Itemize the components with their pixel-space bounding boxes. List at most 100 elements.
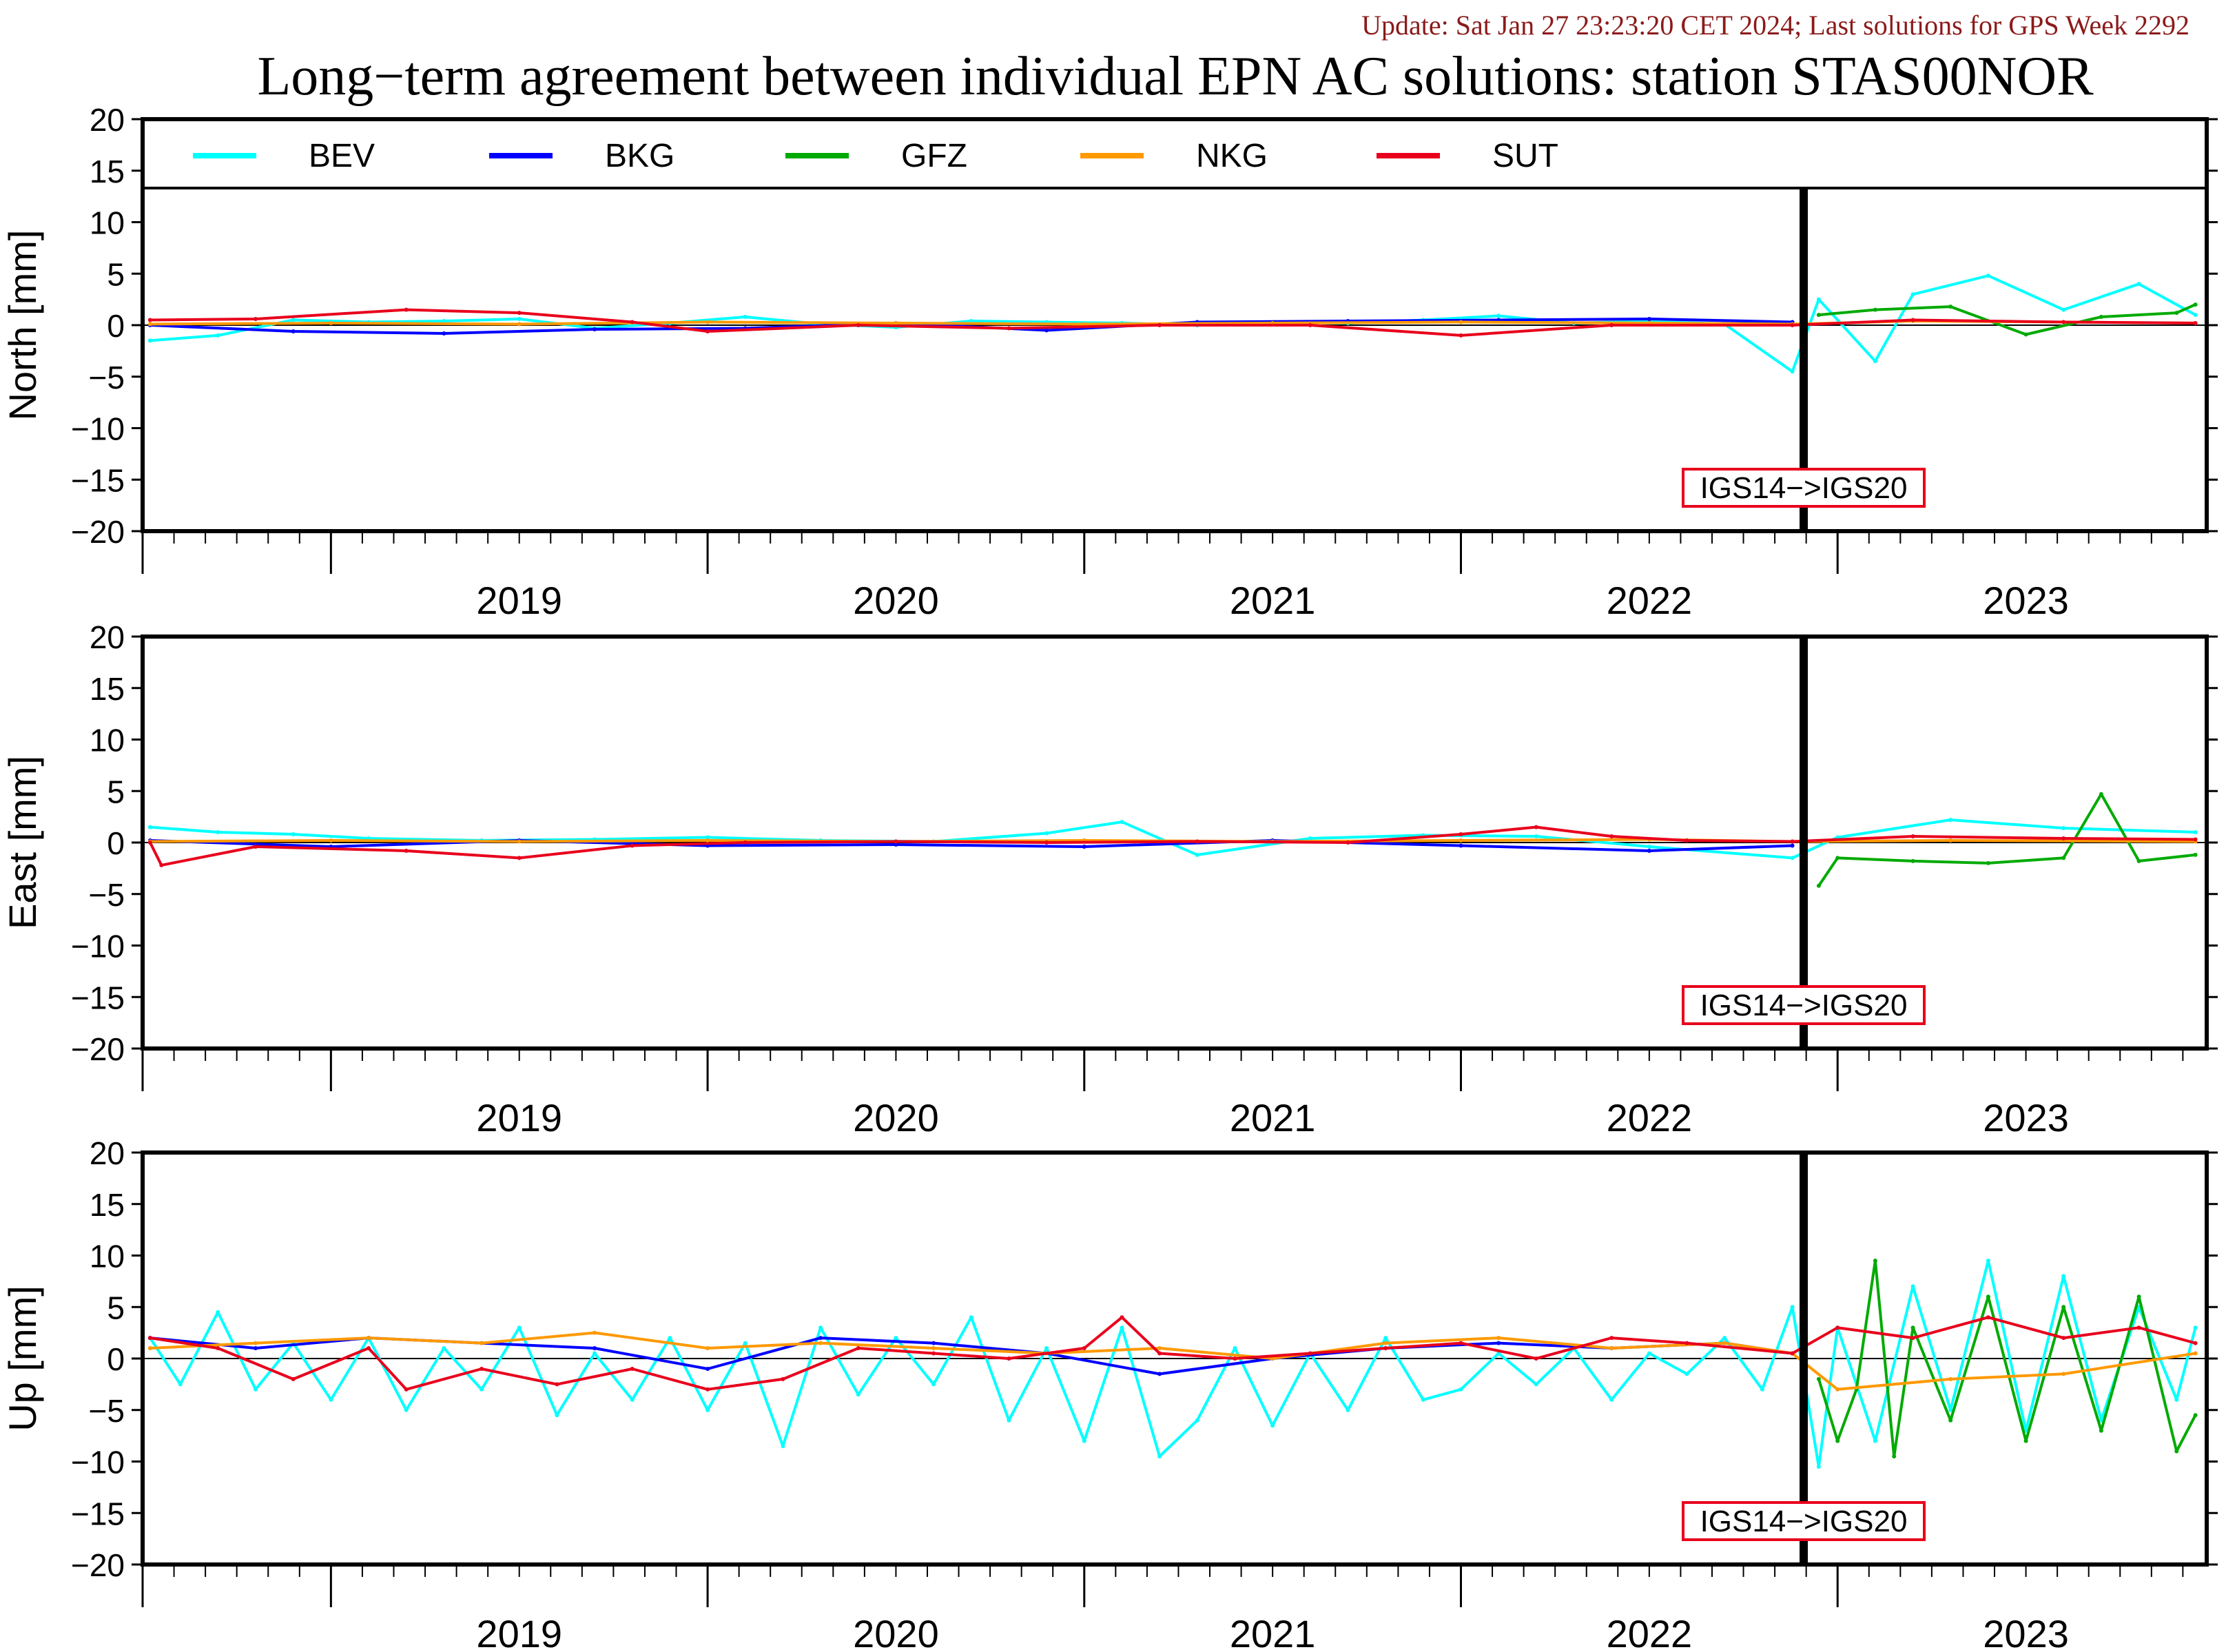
data-point-bev bbox=[1195, 852, 1199, 857]
data-point-sut bbox=[2061, 836, 2066, 840]
data-point-bkg bbox=[1647, 317, 1651, 321]
data-point-sut bbox=[517, 856, 522, 860]
x-tick-label: 2019 bbox=[476, 1096, 562, 1139]
data-point-sut bbox=[781, 1376, 785, 1381]
figure-title: Long−term agreement between individual E… bbox=[257, 46, 2094, 107]
data-point-bkg bbox=[1157, 1372, 1162, 1376]
frame-change-box bbox=[1682, 1501, 1926, 1541]
data-point-bev bbox=[2061, 826, 2066, 831]
y-tick-label: 20 bbox=[90, 1135, 125, 1171]
data-point-sut bbox=[1157, 1351, 1162, 1356]
data-point-sut bbox=[2061, 1336, 2066, 1341]
data-point-sut bbox=[1383, 1346, 1388, 1350]
data-point-bkg bbox=[894, 843, 898, 847]
panel-north: IGS14−>IGS20 20 15 10 5 0 −5 −10 −15 −20 North [mm… bbox=[1, 102, 2218, 622]
data-point-sut bbox=[1157, 323, 1162, 327]
data-point-bev bbox=[2061, 1274, 2066, 1279]
y-tick-label: 5 bbox=[107, 1290, 125, 1325]
data-point-nkg bbox=[1722, 1341, 1727, 1345]
y-tick-label: 0 bbox=[107, 825, 125, 861]
data-point-bev bbox=[1534, 1382, 1538, 1387]
data-point-sut bbox=[1308, 1351, 1312, 1356]
data-point-bkg bbox=[442, 331, 446, 335]
legend-label-gfz: GFZ bbox=[901, 138, 967, 174]
data-point-bev bbox=[2099, 1418, 2103, 1423]
y-tick-label: 0 bbox=[107, 1341, 125, 1377]
series-line-gfz bbox=[1817, 1259, 2197, 1458]
data-point-bev bbox=[1790, 1305, 1795, 1310]
data-point-sut bbox=[1609, 323, 1614, 327]
data-point-bev bbox=[1044, 831, 1049, 836]
data-point-sut bbox=[1986, 1315, 1990, 1320]
data-point-bev bbox=[555, 1413, 559, 1418]
y-tick-label: 10 bbox=[90, 205, 125, 241]
data-point-bev bbox=[2193, 1325, 2198, 1330]
data-point-sut bbox=[147, 840, 152, 845]
data-point-bkg bbox=[1082, 845, 1086, 849]
data-point-sut bbox=[254, 845, 258, 849]
plot-frame bbox=[141, 117, 2209, 533]
frame-change-box bbox=[1682, 468, 1926, 508]
data-point-bkg bbox=[254, 1346, 258, 1350]
data-point-bev bbox=[216, 1310, 220, 1314]
data-point-sut bbox=[1044, 840, 1049, 845]
data-point-bev bbox=[818, 1325, 823, 1330]
data-point-nkg bbox=[1459, 320, 1463, 324]
data-point-nkg bbox=[705, 838, 710, 843]
data-point-bev bbox=[592, 1351, 597, 1356]
x-tick-label: 2021 bbox=[1230, 579, 1316, 622]
data-point-gfz bbox=[2174, 1449, 2179, 1454]
data-point-sut bbox=[404, 1387, 409, 1392]
series-line-gfz bbox=[1817, 792, 2196, 887]
data-point-sut bbox=[1790, 839, 1795, 844]
x-tick-label: 2022 bbox=[1607, 1612, 1693, 1652]
data-point-bev bbox=[1496, 313, 1501, 318]
data-point-nkg bbox=[329, 321, 333, 325]
data-point-gfz bbox=[1986, 1294, 1990, 1299]
data-point-bev bbox=[1120, 820, 1124, 825]
data-point-bev bbox=[254, 1387, 258, 1392]
data-point-bev bbox=[630, 1397, 635, 1402]
y-tick-label: 10 bbox=[90, 723, 125, 758]
x-tick-label: 2022 bbox=[1607, 579, 1693, 622]
data-point-sut bbox=[1609, 834, 1614, 838]
y-tick-label: −15 bbox=[71, 980, 125, 1015]
data-point-bev bbox=[1534, 834, 1538, 838]
data-point-sut bbox=[517, 311, 522, 316]
series-group bbox=[147, 1259, 2198, 1469]
data-point-bkg bbox=[1459, 843, 1463, 848]
data-point-gfz bbox=[1835, 1438, 1840, 1443]
series-line-nkg bbox=[150, 1331, 2196, 1391]
data-point-gfz bbox=[2023, 1438, 2028, 1443]
data-point-bev bbox=[1684, 1372, 1689, 1376]
series-group bbox=[147, 273, 2198, 374]
panel-up: IGS14−>IGS20 20 15 10 5 0 −5 −10 −15 −20 Up [mm] 20… bbox=[1, 1135, 2218, 1652]
legend-label-nkg: NKG bbox=[1196, 138, 1268, 174]
data-point-gfz bbox=[1910, 1325, 1915, 1330]
x-tick-label: 2019 bbox=[476, 1612, 562, 1652]
data-point-sut bbox=[931, 1351, 936, 1356]
data-point-sut bbox=[1835, 1325, 1840, 1330]
data-point-bev bbox=[931, 1382, 936, 1387]
x-tick-label: 2022 bbox=[1607, 1096, 1693, 1139]
data-point-gfz bbox=[1948, 1418, 1953, 1423]
data-point-bev bbox=[1421, 1397, 1425, 1402]
y-tick-label: −10 bbox=[71, 1445, 125, 1480]
data-point-nkg bbox=[254, 1341, 258, 1345]
data-point-sut bbox=[1007, 1356, 1011, 1361]
series-line-bev bbox=[149, 1259, 2197, 1468]
y-tick-label: −15 bbox=[71, 1496, 125, 1531]
data-point-nkg bbox=[1948, 1376, 1953, 1381]
data-point-bev bbox=[216, 333, 220, 338]
data-point-nkg bbox=[367, 1336, 371, 1341]
data-point-bev bbox=[178, 1382, 183, 1387]
data-point-nkg bbox=[1383, 1341, 1388, 1345]
legend-box bbox=[143, 119, 2207, 188]
data-point-bev bbox=[1044, 1346, 1049, 1350]
data-point-bev bbox=[1346, 1407, 1350, 1412]
x-tick-label: 2023 bbox=[1983, 579, 2069, 622]
data-point-bev bbox=[291, 318, 296, 322]
y-tick-label: −10 bbox=[71, 411, 125, 447]
y-tick-label: −5 bbox=[89, 877, 125, 913]
y-tick-label: 15 bbox=[90, 154, 125, 189]
